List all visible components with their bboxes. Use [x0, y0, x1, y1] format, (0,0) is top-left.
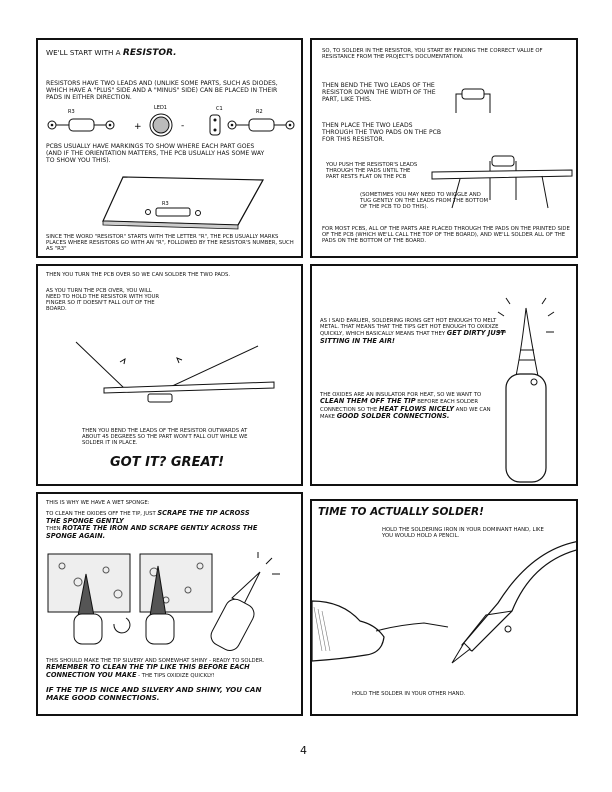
- hands-drawing: [312, 541, 576, 664]
- svg-text:R3: R3: [162, 201, 169, 207]
- hot-text: As I said earlier, soldering irons get h…: [320, 318, 505, 345]
- panel-turn-over: Then you turn the PCB over so we can sol…: [36, 264, 303, 486]
- most-pcbs-text: For most PCBs, all of the parts are plac…: [322, 226, 570, 245]
- hold-solder-text: Hold the solder in your other hand.: [352, 691, 466, 697]
- component-illustration: R3 + LED1 - C1 R2: [47, 105, 295, 137]
- bent-resistor-drawing: [455, 88, 491, 113]
- place-text: Then place the two leads through the two…: [322, 122, 442, 143]
- got-it-text: Got it? Great!: [110, 455, 225, 470]
- panel-resistor-intro: We'll start with a resistor. Resistors h…: [36, 38, 303, 258]
- clean-text: To clean the oxides off the tip, just sc…: [46, 509, 258, 540]
- push-text: You push the resistor's leads through th…: [326, 162, 418, 181]
- page-number: 4: [300, 744, 307, 757]
- hold-text: As you turn the PCB over, you will need …: [46, 288, 160, 313]
- oxides-text: The oxides are an insulator for heat, so…: [320, 392, 491, 421]
- panel-solder-in: So, to solder in the resistor, you start…: [310, 38, 578, 258]
- svg-text:+: +: [134, 122, 142, 132]
- bend-out-text: Then you bend the leads of the resistor …: [82, 428, 248, 447]
- svg-text:R2: R2: [256, 109, 263, 115]
- pcb-drawing: R3: [102, 176, 265, 230]
- panel-time-to-solder: Time to actually solder! Hold the solder…: [310, 499, 578, 716]
- leads-text: Resistors have two leads and (unlike som…: [46, 80, 278, 101]
- bend-text: Then bend the two leads of the resistor …: [322, 82, 436, 103]
- soldering-iron-drawing: [497, 297, 555, 483]
- svg-text:-: -: [181, 121, 184, 131]
- turn-text: Then you turn the PCB over so we can sol…: [46, 272, 231, 278]
- svg-text:C1: C1: [216, 106, 223, 112]
- svg-text:LED1: LED1: [154, 105, 167, 111]
- panel-sponge: This is why we have a wet sponge: To cle…: [36, 492, 303, 716]
- shiny-text: This should make the tip silvery and som…: [46, 658, 265, 679]
- time-title: Time to actually solder!: [318, 506, 484, 518]
- sponge-drawing: [47, 552, 280, 651]
- panel-oxidation: As I said earlier, soldering irons get h…: [310, 264, 578, 486]
- solder-in-text: So, to solder in the resistor, you start…: [322, 48, 543, 61]
- intro-text: We'll start with a resistor.: [46, 48, 177, 58]
- bend-leads-drawing: [75, 341, 275, 403]
- since-text: Since the word "resistor" starts with th…: [46, 234, 294, 253]
- wet-sponge-text: This is why we have a wet sponge:: [46, 500, 150, 506]
- markings-text: PCBs usually have markings to show where…: [46, 143, 265, 164]
- pcb-side-drawing: [431, 155, 573, 209]
- final-text: If the tip is nice and silvery and shiny…: [46, 685, 262, 703]
- wiggle-text: (Sometimes you may need to wiggle and tu…: [360, 192, 489, 211]
- svg-text:R3: R3: [68, 109, 75, 115]
- hold-iron-text: Hold the soldering iron in your dominant…: [382, 527, 544, 540]
